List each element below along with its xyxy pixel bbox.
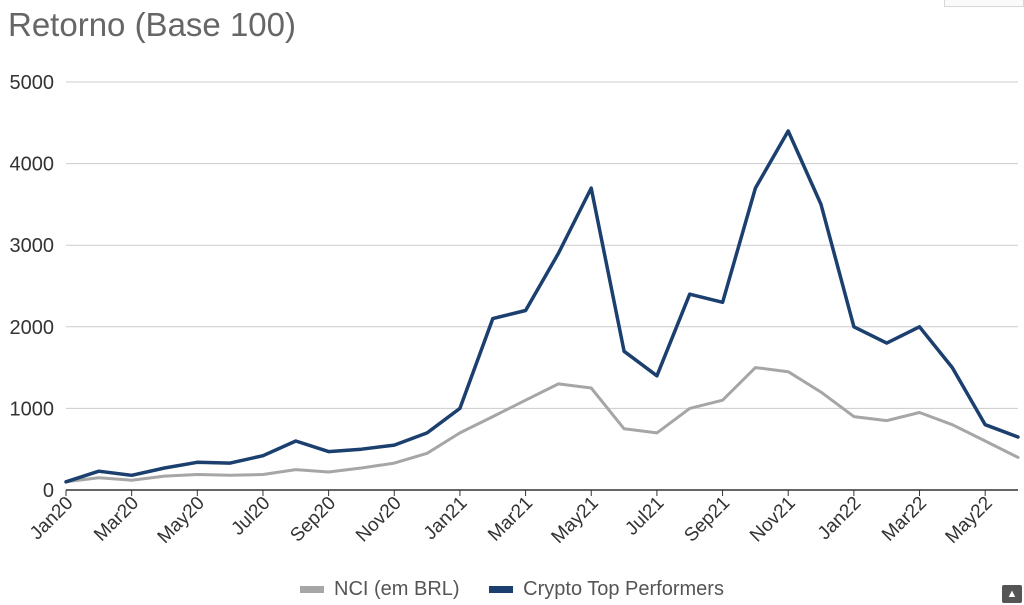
menu-button[interactable] bbox=[944, 0, 1024, 7]
x-tick-label: May21 bbox=[548, 493, 603, 548]
legend-item-crypto[interactable]: Crypto Top Performers bbox=[489, 578, 724, 601]
gridlines bbox=[66, 81, 1018, 491]
y-tick-label: 0 bbox=[43, 480, 54, 502]
y-tick-label: 2000 bbox=[10, 317, 55, 339]
x-tick-label: Jan22 bbox=[814, 493, 865, 544]
x-tick-label: Jan21 bbox=[420, 493, 471, 544]
x-tick-label: Nov21 bbox=[746, 493, 800, 547]
legend-swatch-crypto bbox=[489, 586, 514, 593]
y-tick-label: 3000 bbox=[10, 235, 55, 257]
y-tick-label: 1000 bbox=[10, 398, 55, 420]
series-line-crypto bbox=[64, 129, 1020, 484]
legend: NCI (em BRL) Crypto Top Performers bbox=[0, 576, 1024, 601]
y-axis-ticks: 0 1000 2000 3000 4000 5000 bbox=[10, 72, 55, 502]
expand-icon[interactable]: ▲ bbox=[1002, 585, 1022, 603]
x-tick-label: Mar20 bbox=[90, 493, 143, 546]
x-tick-label: May20 bbox=[154, 493, 209, 548]
x-tick-label: Mar21 bbox=[484, 493, 537, 546]
x-tick-label: Nov20 bbox=[352, 493, 406, 547]
x-tick-label: Jul21 bbox=[621, 493, 668, 540]
legend-swatch-nci bbox=[300, 586, 325, 593]
x-axis-ticks: Jan20 Mar20 May20 Jul20 Sep20 Nov20 Jan21 Mar21… bbox=[26, 490, 997, 548]
x-tick-label: Jul20 bbox=[228, 493, 275, 540]
x-tick-label: Sep21 bbox=[680, 493, 734, 547]
x-tick-label: May22 bbox=[942, 493, 997, 548]
series-line-nci bbox=[64, 366, 1020, 484]
x-tick-label: Sep20 bbox=[286, 493, 340, 547]
y-tick-label: 4000 bbox=[10, 154, 55, 176]
y-tick-label: 5000 bbox=[10, 72, 55, 94]
legend-label-crypto: Crypto Top Performers bbox=[523, 578, 724, 600]
chart-title: Retorno (Base 100) bbox=[8, 6, 296, 43]
legend-label-nci: NCI (em BRL) bbox=[334, 578, 460, 600]
series-lines bbox=[64, 129, 1020, 484]
x-tick-label: Mar22 bbox=[878, 493, 931, 546]
legend-item-nci[interactable]: NCI (em BRL) bbox=[300, 578, 460, 601]
